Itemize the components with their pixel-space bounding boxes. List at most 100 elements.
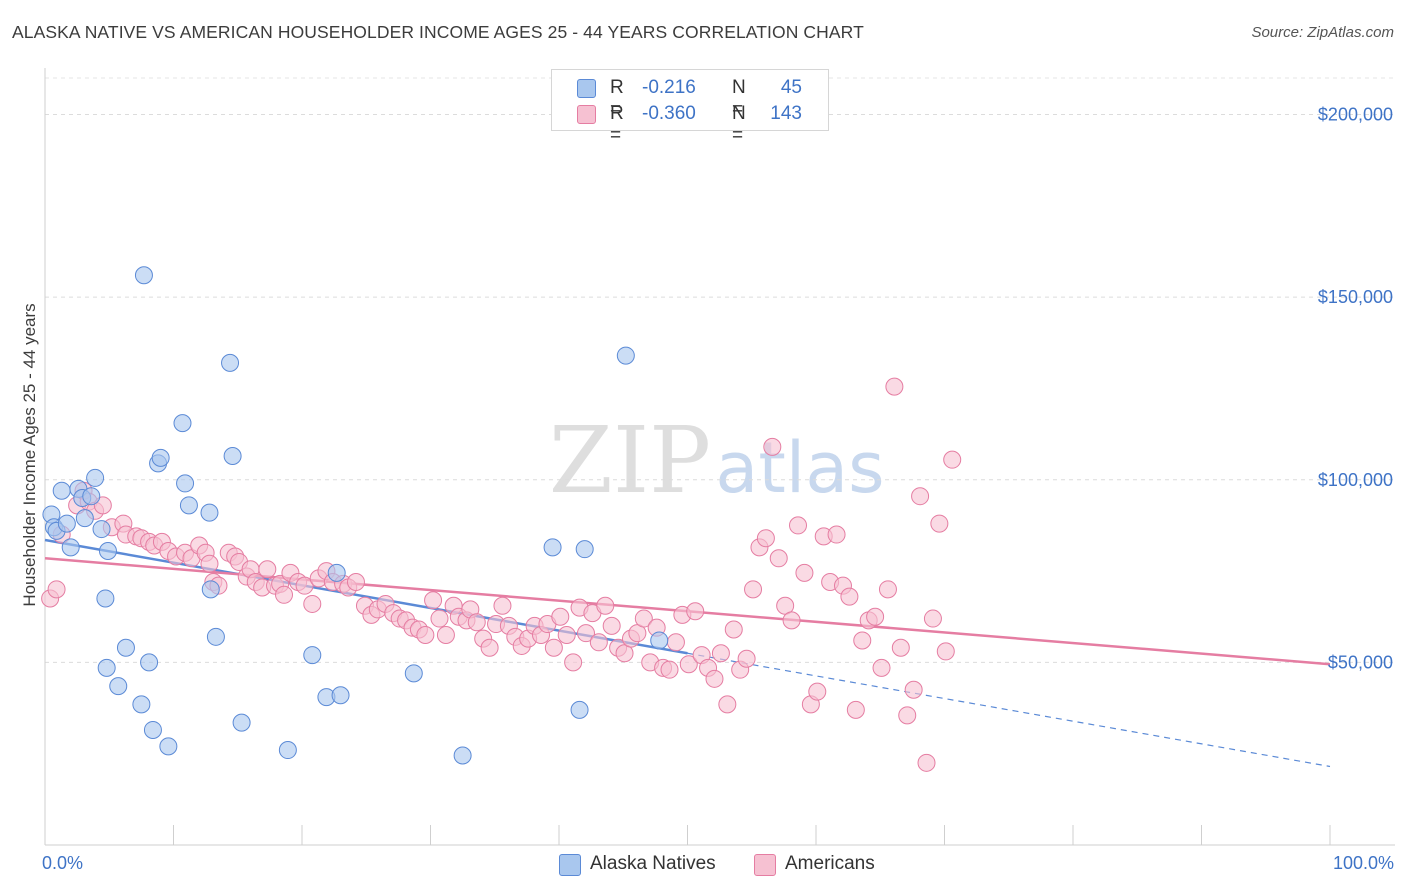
point-alaska-natives [303, 646, 322, 665]
point-americans [576, 624, 595, 643]
point-alaska-natives [453, 746, 472, 765]
point-alaska-natives [116, 638, 135, 657]
legend-n-value: 143 [770, 103, 802, 124]
point-americans [769, 549, 788, 568]
point-americans [596, 596, 615, 615]
point-americans [744, 580, 763, 599]
series-swatch-americans [754, 854, 776, 876]
x-tick-label-end: 100.0% [1333, 853, 1394, 873]
point-americans [795, 563, 814, 582]
point-alaska-natives [151, 448, 170, 467]
point-americans [891, 638, 910, 657]
point-alaska-natives [327, 563, 346, 582]
point-alaska-natives [57, 514, 76, 533]
series-label-americans: Americans [785, 853, 875, 874]
point-americans [872, 658, 891, 677]
y-tick-label: $50,000 [1328, 652, 1393, 672]
point-americans [866, 607, 885, 626]
point-alaska-natives [92, 520, 111, 539]
y-tick-label: $150,000 [1318, 287, 1393, 307]
y-axis-title: Householder Income Ages 25 - 44 years [20, 303, 39, 606]
point-alaska-natives [159, 737, 178, 756]
axes [44, 68, 1395, 846]
y-tick-label: $200,000 [1318, 105, 1393, 125]
point-alaska-natives [221, 353, 240, 372]
watermark-zip: ZIP [549, 407, 711, 514]
point-americans [885, 377, 904, 396]
point-americans [544, 638, 563, 657]
point-americans [416, 625, 435, 644]
watermark-atlas: atlas [715, 427, 884, 509]
point-americans [923, 609, 942, 628]
point-alaska-natives [570, 700, 589, 719]
y-tick-label: $100,000 [1318, 470, 1393, 490]
point-americans [551, 607, 570, 626]
point-americans [436, 625, 455, 644]
point-alaska-natives [176, 474, 195, 493]
x-tick-labels: 0.0% 100.0% [42, 853, 1394, 873]
point-americans [346, 573, 365, 592]
point-americans [840, 587, 859, 606]
point-alaska-natives [575, 540, 594, 559]
y-tick-labels: $50,000 $100,000 $150,000 $200,000 [1318, 105, 1393, 673]
point-americans [686, 602, 705, 621]
legend-swatch-americans [577, 105, 596, 124]
series-label-alaska-natives: Alaska Natives [590, 853, 716, 874]
point-alaska-natives [179, 496, 198, 515]
point-americans [557, 625, 576, 644]
data-points [41, 266, 962, 772]
point-americans [718, 695, 737, 714]
point-americans [904, 680, 923, 699]
point-alaska-natives [75, 509, 94, 528]
point-alaska-natives [223, 447, 242, 466]
point-alaska-natives [98, 541, 117, 560]
point-americans [930, 514, 949, 533]
point-americans [303, 594, 322, 613]
point-americans [853, 631, 872, 650]
point-alaska-natives [173, 414, 192, 433]
point-alaska-natives [86, 468, 105, 487]
correlation-legend: R = -0.216 N = 45 R = -0.360 N = 143 [551, 69, 829, 146]
point-americans [47, 580, 66, 599]
legend-n-label: N = [732, 77, 746, 120]
trend-lines [44, 538, 1331, 768]
point-alaska-natives [61, 538, 80, 557]
point-americans [878, 580, 897, 599]
point-alaska-natives [331, 686, 350, 705]
point-americans [679, 655, 698, 674]
point-alaska-natives [109, 677, 128, 696]
point-americans [782, 611, 801, 630]
point-americans [295, 576, 314, 595]
chart-title: ALASKA NATIVE VS AMERICAN HOUSEHOLDER IN… [12, 22, 864, 42]
point-americans [258, 560, 277, 579]
point-americans [711, 644, 730, 663]
legend-n-value: 45 [780, 77, 802, 98]
series-swatch-alaska-natives [559, 854, 581, 876]
point-americans [602, 616, 621, 635]
source-label: Source: ZipAtlas.com [1251, 24, 1394, 41]
point-americans [763, 437, 782, 456]
point-americans [589, 633, 608, 652]
point-alaska-natives [140, 653, 159, 672]
point-americans [564, 653, 583, 672]
point-americans [724, 620, 743, 639]
point-alaska-natives [82, 487, 101, 506]
legend-r-label: R = [610, 103, 624, 146]
point-americans [943, 450, 962, 469]
point-alaska-natives [134, 266, 153, 285]
point-alaska-natives [404, 664, 423, 683]
point-americans [917, 753, 936, 772]
legend-r-label: R = [610, 77, 624, 120]
point-alaska-natives [201, 580, 220, 599]
point-alaska-natives [200, 503, 219, 522]
point-americans [911, 487, 930, 506]
point-alaska-natives [650, 631, 669, 650]
point-americans [846, 700, 865, 719]
trend-extension-alaska-natives [687, 652, 1331, 768]
point-alaska-natives [143, 720, 162, 739]
x-tick-label-start: 0.0% [42, 853, 83, 873]
point-americans [275, 585, 294, 604]
point-americans [936, 642, 955, 661]
point-alaska-natives [206, 627, 225, 646]
